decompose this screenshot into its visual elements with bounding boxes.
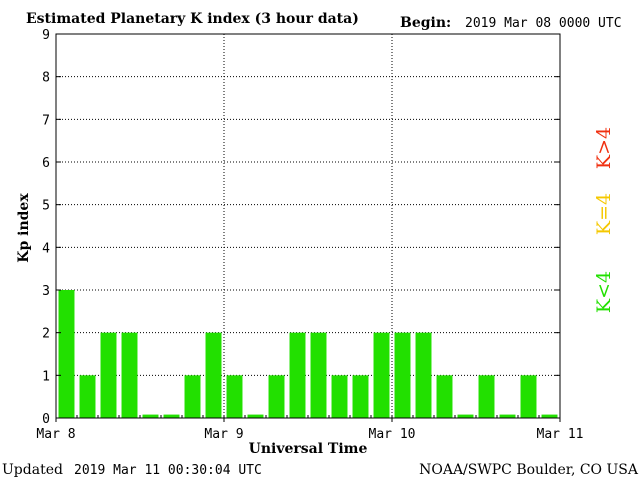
x-axis-label: Universal Time: [249, 441, 368, 457]
kp-bar: [436, 375, 453, 418]
begin-value: 2019 Mar 08 0000 UTC: [465, 16, 622, 31]
kp-bar: [142, 414, 159, 418]
kp-bar: [184, 375, 201, 418]
kp-bar: [394, 332, 411, 418]
legend-k-less-4: K<4: [593, 271, 615, 313]
kp-bar: [205, 332, 222, 418]
kp-bar: [121, 332, 138, 418]
chart-title: Estimated Planetary K index (3 hour data…: [26, 11, 359, 27]
kp-bar: [457, 414, 474, 418]
y-tick-label: 2: [42, 327, 50, 342]
kp-bar: [163, 414, 180, 418]
legend-k-greater-4: K>4: [593, 127, 615, 169]
kp-bar: [100, 332, 117, 418]
updated-label: Updated: [2, 462, 63, 478]
kp-bar: [499, 414, 516, 418]
y-tick-label: 3: [42, 284, 50, 299]
y-tick-label: 0: [42, 412, 50, 427]
legend: K<4 K=4 K>4: [593, 127, 615, 313]
y-tick-label: 6: [42, 156, 50, 171]
x-tick-label: Mar 11: [537, 427, 584, 442]
y-tick-label: 7: [42, 113, 50, 128]
y-axis-label: Kp index: [16, 193, 32, 263]
y-tick-label: 5: [42, 199, 50, 214]
x-tick-label: Mar 9: [204, 427, 243, 442]
legend-k-equal-4: K=4: [593, 193, 615, 235]
kp-bar: [520, 375, 537, 418]
updated-value: 2019 Mar 11 00:30:04 UTC: [74, 463, 262, 478]
kp-bar: [478, 375, 495, 418]
kp-bar: [289, 332, 306, 418]
kp-bar: [58, 290, 75, 418]
kp-bar: [331, 375, 348, 418]
kp-bar: [226, 375, 243, 418]
x-tick-label: Mar 8: [36, 427, 75, 442]
y-tick-label: 1: [42, 369, 50, 384]
begin-label: Begin:: [400, 15, 451, 31]
kp-bar: [268, 375, 285, 418]
kp-bar: [352, 375, 369, 418]
source-credit: NOAA/SWPC Boulder, CO USA: [419, 462, 639, 478]
kp-bar: [373, 332, 390, 418]
kp-bar: [79, 375, 96, 418]
y-tick-label: 8: [42, 71, 50, 86]
y-tick-label: 4: [42, 241, 50, 256]
kp-bar: [310, 332, 327, 418]
x-tick-label: Mar 10: [369, 427, 416, 442]
kp-bar: [247, 414, 264, 418]
kp-bar: [415, 332, 432, 418]
plot-area: 0 1 2 3 4 5 6 7 8 9 Mar 8 Mar 9 Mar 10 Mar 11: [36, 28, 583, 442]
y-tick-label: 9: [42, 28, 50, 43]
kp-bar: [541, 414, 558, 418]
